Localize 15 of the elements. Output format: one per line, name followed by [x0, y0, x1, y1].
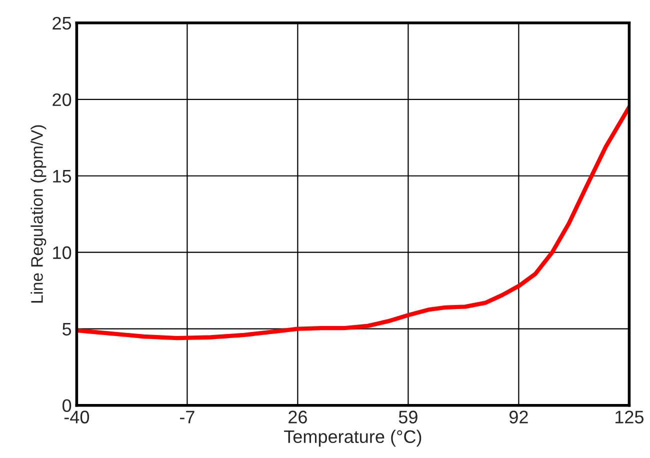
x-tick-label: 26: [288, 410, 307, 424]
x-tick-label: 92: [510, 410, 528, 424]
line-series: [76, 104, 630, 340]
y-axis-title: Line Regulation (ppm/V): [30, 125, 46, 303]
y-tick-label: 25: [52, 16, 72, 30]
x-axis-title: Temperature (°C): [284, 430, 422, 447]
x-tick-label: -7: [180, 410, 194, 424]
x-tick-label: 59: [398, 410, 418, 424]
y-tick-label: 5: [62, 322, 72, 336]
y-tick-label: 20: [52, 93, 72, 106]
y-tick-label: 15: [53, 170, 72, 183]
x-tick-label: 125: [616, 410, 644, 424]
y-tick-label: 10: [53, 246, 72, 260]
y-tick-label: 0: [62, 399, 72, 412]
x-tick-label: -40: [64, 410, 90, 424]
